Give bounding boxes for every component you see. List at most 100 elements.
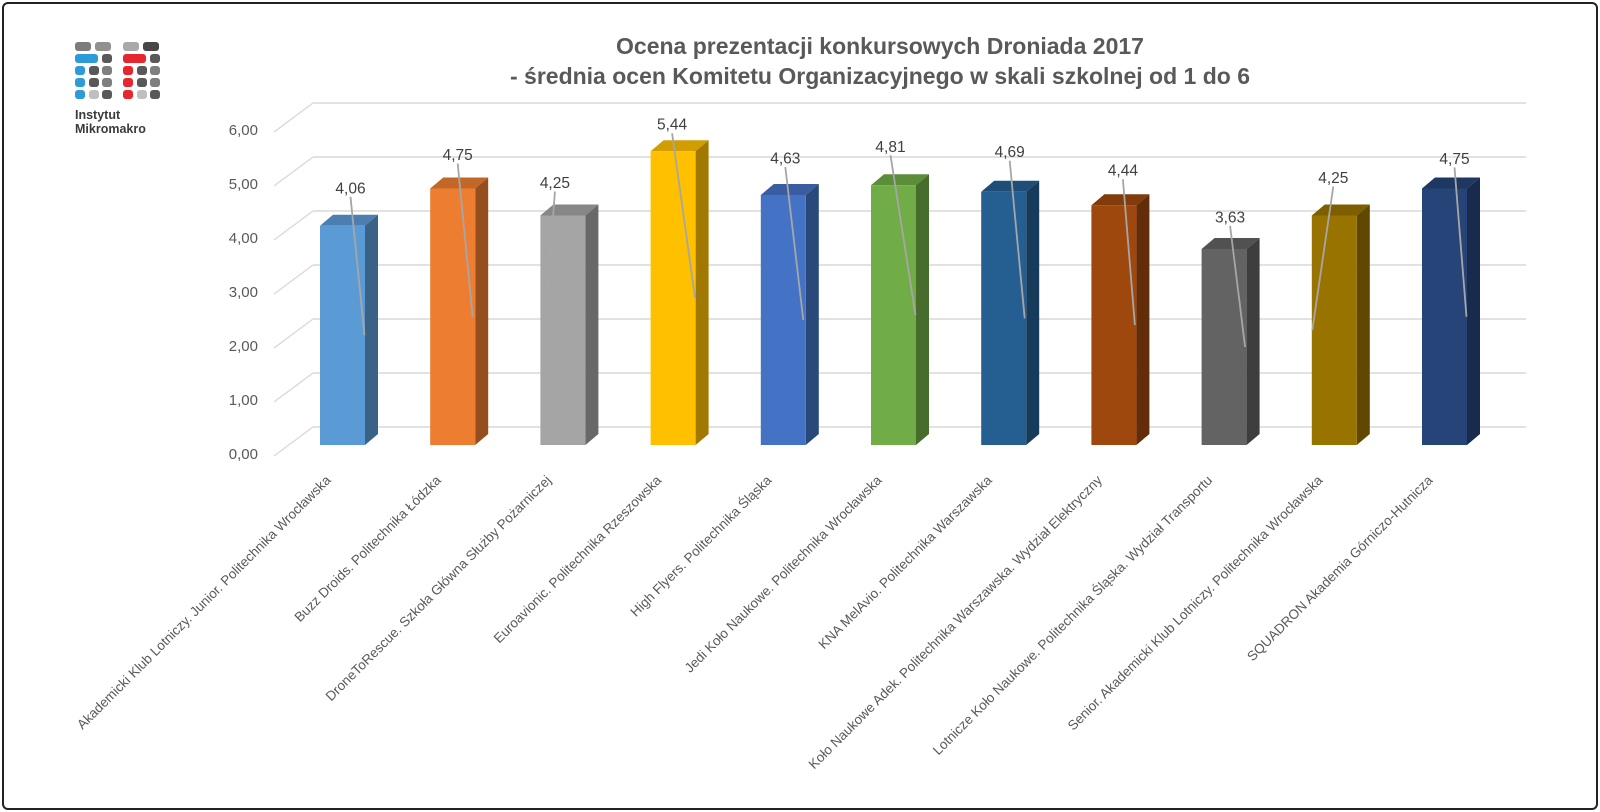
- value-label: 4,75: [443, 147, 473, 164]
- bar-2: [430, 177, 489, 445]
- value-label: 4,81: [875, 139, 905, 156]
- bar-side-face: [1136, 194, 1150, 445]
- bar-top-face: [1201, 237, 1260, 249]
- bar-top-face: [871, 174, 929, 186]
- logo-dot: [75, 66, 85, 75]
- bar-front-face: [871, 185, 916, 445]
- bar-11: [1422, 177, 1480, 445]
- bar-top-face: [760, 183, 819, 195]
- bar-front-face: [430, 188, 476, 445]
- chart-title-line1: Ocena prezentacji konkursowych Droniada …: [616, 33, 1144, 59]
- y-axis-label: 4,00: [229, 230, 258, 247]
- category-label: Senior. Akademicki Klub Lotniczy. Polite…: [1065, 472, 1326, 733]
- bar-front-face: [1422, 188, 1467, 445]
- axis-tick: [273, 210, 314, 241]
- leader-line: [1008, 160, 1026, 319]
- logo-dot: [143, 42, 159, 51]
- logo-dot: [123, 66, 133, 75]
- bar-top-face: [320, 214, 378, 226]
- bar-side-face: [916, 174, 929, 445]
- logo-dot: [88, 66, 99, 75]
- logo-dot: [75, 90, 85, 99]
- logo-text: Instytut Mikromakro: [75, 108, 215, 136]
- logo-dot: [150, 54, 160, 63]
- bar-5: [760, 183, 819, 446]
- bar-3: [540, 204, 599, 445]
- axis-tick: [273, 372, 314, 403]
- axis-tick: [273, 426, 314, 457]
- instytut-mikromakro-logo: Instytut Mikromakro: [75, 42, 215, 136]
- value-label: 5,44: [657, 117, 688, 134]
- bar-front-face: [1091, 205, 1137, 445]
- bar-side-face: [475, 177, 489, 445]
- logo-text-line1: Instytut: [75, 108, 121, 122]
- bar-4: [650, 140, 709, 446]
- logo-dot: [95, 42, 111, 51]
- bar-side-face: [1026, 180, 1040, 446]
- bar-top-face: [981, 180, 1040, 192]
- bar-10: [1311, 204, 1370, 445]
- logo-dot: [102, 66, 112, 75]
- bar-side-face: [585, 204, 599, 445]
- category-label: KNA MelAvio. Politechnika Warszawska: [816, 472, 996, 652]
- bar-front-face: [650, 151, 696, 446]
- y-axis-label: 3,00: [229, 284, 258, 301]
- logo-dot: [75, 78, 85, 87]
- y-axis-label: 0,00: [229, 446, 258, 463]
- logo-dot: [123, 42, 139, 51]
- bar-9: [1201, 237, 1260, 445]
- logo-dot: [75, 54, 98, 63]
- logo-dot: [123, 54, 146, 63]
- bar-1: [320, 214, 378, 445]
- bar-7: [981, 180, 1040, 446]
- category-label: Akademicki Klub Lotniczy. Junior. Polite…: [74, 472, 334, 732]
- logo-dot: [136, 78, 147, 87]
- leader-line: [889, 155, 917, 316]
- bar-side-face: [695, 140, 709, 446]
- leader-line: [1122, 179, 1136, 326]
- axis-tick: [273, 156, 314, 187]
- bar-side-face: [1467, 177, 1480, 445]
- logo-dot: [136, 66, 147, 75]
- logo-dot: [88, 90, 99, 99]
- leader-line: [1453, 167, 1468, 317]
- value-label: 4,25: [540, 175, 570, 192]
- logo-dot: [150, 90, 160, 99]
- axis-tick: [273, 264, 314, 295]
- axis-tick: [273, 318, 314, 349]
- axis-tick: [273, 102, 314, 133]
- logo-dot: [88, 78, 99, 87]
- bar-front-face: [320, 225, 365, 445]
- logo-text-line2: Mikromakro: [75, 122, 146, 136]
- bar-front-face: [1311, 215, 1357, 445]
- value-label: 4,25: [1318, 170, 1348, 187]
- category-label: DroneToRescue. Szkoła Główna Służby Poża…: [323, 473, 554, 704]
- bar-top-face: [1091, 194, 1150, 206]
- leader-line: [1311, 186, 1335, 331]
- logo-dot: [150, 66, 160, 75]
- logo-dot: [102, 54, 112, 63]
- bar-top-face: [650, 140, 709, 152]
- value-label: 4,44: [1108, 163, 1139, 180]
- chart-title-line2: - średnia ocen Komitetu Organizacyjnego …: [509, 63, 1250, 89]
- bar-side-face: [805, 183, 819, 446]
- logo-dot: [136, 90, 147, 99]
- leader-line: [456, 163, 474, 317]
- bar-front-face: [760, 194, 806, 445]
- y-axis-label: 2,00: [229, 338, 258, 355]
- bar-6: [871, 174, 929, 445]
- bar-side-face: [365, 214, 378, 445]
- bar-side-face: [1246, 237, 1260, 445]
- bar-front-face: [1201, 248, 1247, 445]
- value-label: 4,06: [335, 180, 365, 197]
- value-label: 4,69: [995, 144, 1025, 161]
- category-label: Jedi Koło Naukowe. Politechnika Wrocławs…: [682, 472, 885, 675]
- logo-glyph-icon: [75, 42, 167, 100]
- logo-dot: [123, 78, 133, 87]
- bar-top-face: [540, 204, 599, 216]
- bar-side-face: [1356, 204, 1370, 445]
- y-axis-label: 5,00: [229, 176, 258, 193]
- logo-dot: [102, 90, 112, 99]
